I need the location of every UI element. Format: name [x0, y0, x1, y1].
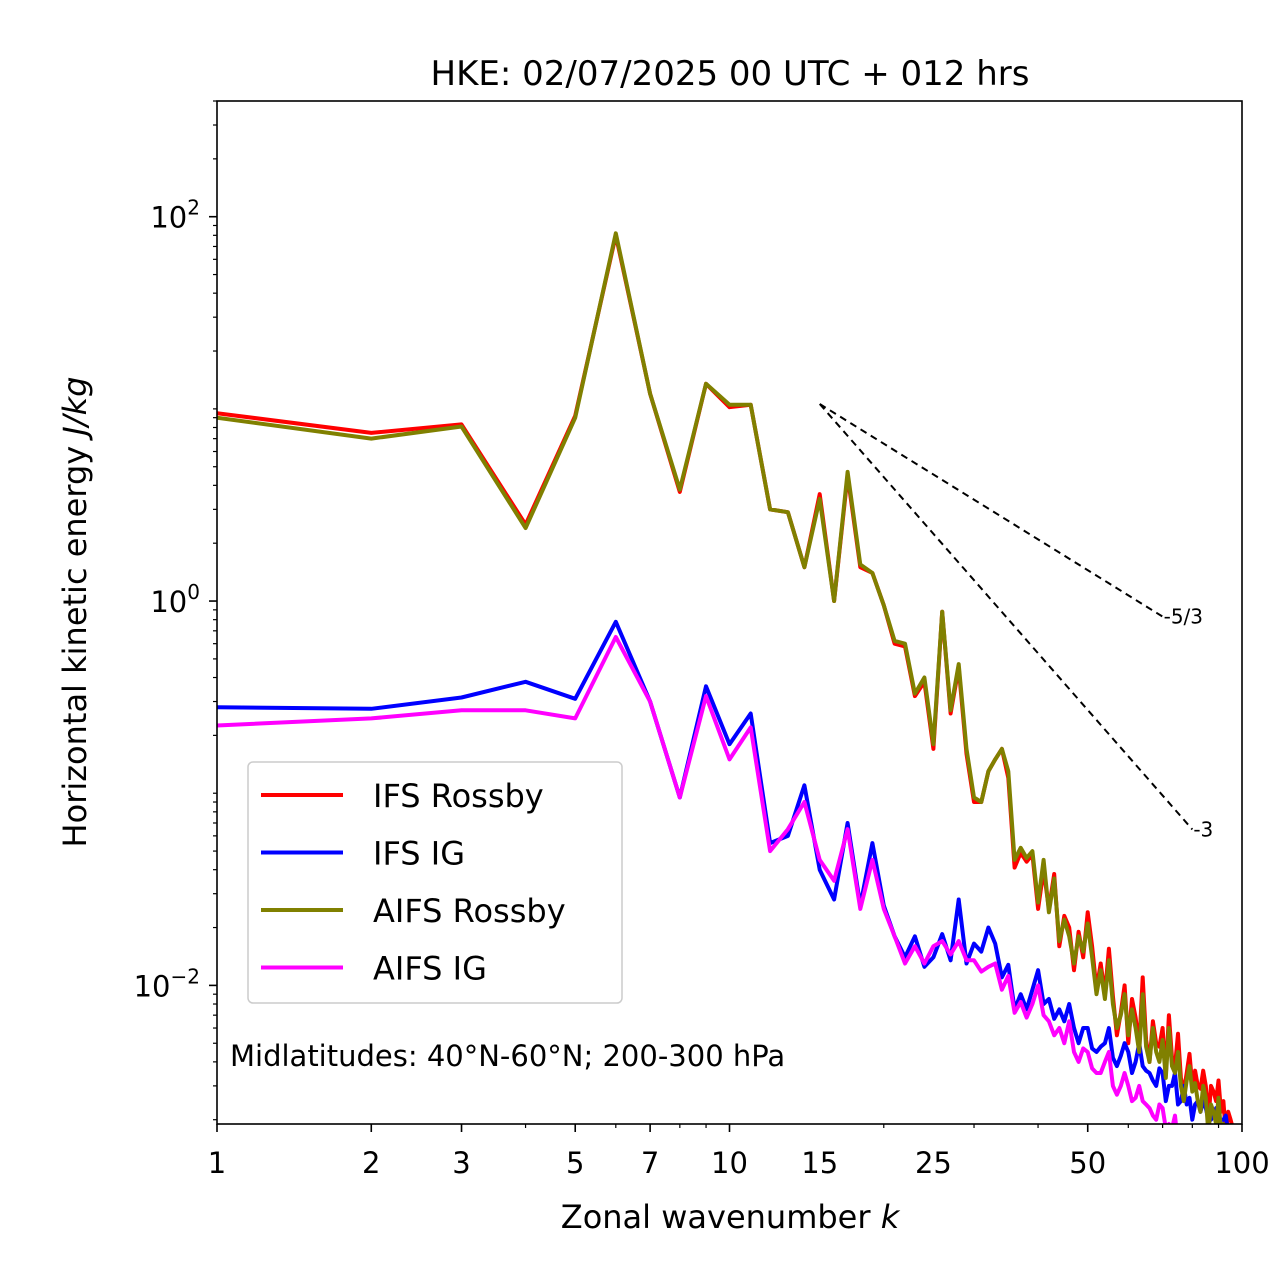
legend-entries: IFS Rossby IFS IG AIFS Rossby AIFS IG: [261, 777, 566, 988]
slope-minus-three-label: -3: [1193, 817, 1213, 841]
legend-label-aifs-ig: AIFS IG: [373, 950, 487, 988]
series-line-ifs-rossby: [217, 233, 1234, 1124]
x-tick-label: 10: [711, 1146, 748, 1180]
slope-five-thirds-label: -5/3: [1164, 605, 1203, 629]
x-tick-label: 100: [1214, 1146, 1269, 1180]
x-tick-label: 5: [566, 1146, 584, 1180]
slope-five-thirds-line: [819, 403, 1164, 618]
x-tick-label: 7: [641, 1146, 659, 1180]
reference-slopes: -5/3 -3: [818, 403, 1213, 841]
slope-minus-three-line: [818, 403, 1194, 831]
x-tick-label: 50: [1069, 1146, 1106, 1180]
legend-label-ifs-rossby: IFS Rossby: [373, 777, 544, 815]
chart-title: HKE: 02/07/2025 00 UTC + 012 hrs: [431, 54, 1030, 94]
legend-label-ifs-ig: IFS IG: [373, 835, 465, 873]
x-tick-label: 1: [208, 1146, 226, 1180]
series-line-aifs-rossby: [217, 231, 1226, 1124]
y-axis-ticks: 102 100 10−2: [134, 100, 217, 1121]
x-axis-label: Zonal wavenumber k: [561, 1198, 901, 1236]
y-tick-label: 102: [150, 196, 200, 235]
legend-label-aifs-rossby: AIFS Rossby: [373, 892, 566, 930]
series-line-aifs-ig: [217, 635, 1178, 1124]
series-layer: [217, 231, 1234, 1124]
x-tick-label: 2: [362, 1146, 380, 1180]
region-annotation: Midlatitudes: 40°N-60°N; 200-300 hPa: [230, 1039, 785, 1073]
x-axis-ticks: 1 2 3 5 7 10 15 25 50 100: [208, 1124, 1270, 1180]
legend: IFS Rossby IFS IG AIFS Rossby AIFS IG: [247, 761, 623, 1004]
y-tick-label: 10−2: [134, 964, 200, 1003]
legend-frame: [247, 761, 623, 1004]
y-tick-label: 100: [150, 580, 200, 619]
x-tick-label: 3: [452, 1146, 470, 1180]
x-tick-label: 25: [915, 1146, 952, 1180]
y-axis-label: Horizontal kinetic energy J/kg: [56, 377, 94, 848]
x-tick-label: 15: [801, 1146, 838, 1180]
